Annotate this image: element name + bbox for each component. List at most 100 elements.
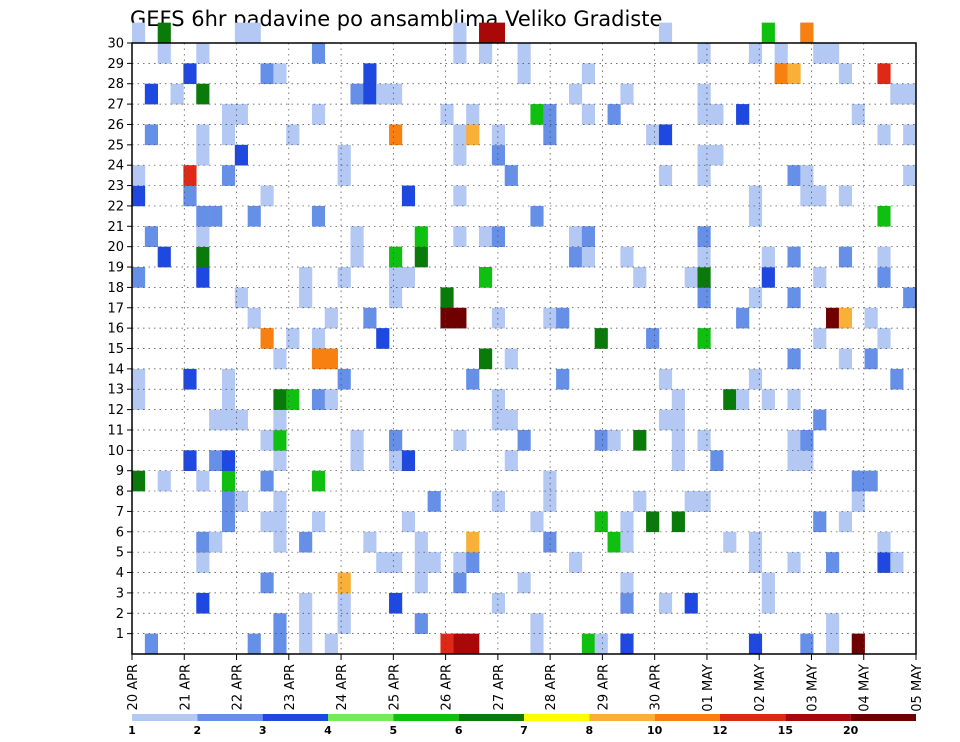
- precip-cell: [877, 531, 891, 553]
- precip-cell: [556, 307, 570, 329]
- precip-cell: [453, 226, 467, 247]
- precip-cell: [389, 450, 403, 471]
- precip-cell: [543, 470, 557, 492]
- y-tick-label: 4: [116, 566, 124, 581]
- precip-cell: [556, 368, 570, 390]
- precip-cell: [594, 429, 608, 451]
- precip-cell: [311, 389, 326, 410]
- precip-cell: [736, 307, 750, 329]
- precip-cell: [787, 450, 801, 471]
- precip-cell: [658, 592, 673, 614]
- precip-cell: [337, 592, 351, 614]
- precip-cell: [504, 348, 518, 370]
- precip-cell: [414, 246, 428, 268]
- precip-cell: [247, 205, 261, 227]
- precip-cell: [453, 22, 467, 44]
- precip-cell: [697, 267, 711, 288]
- precip-cell: [427, 552, 441, 573]
- colorbar-swatch: [720, 714, 786, 721]
- precip-cell: [196, 552, 210, 573]
- precip-cell: [671, 389, 685, 410]
- precip-cell: [658, 22, 673, 44]
- precip-cell: [646, 124, 660, 146]
- precip-cell: [517, 429, 531, 451]
- precip-cell: [440, 307, 454, 329]
- precip-cell: [838, 246, 853, 268]
- precip-cell: [620, 572, 634, 594]
- precip-cell: [196, 470, 210, 492]
- precip-cell: [183, 368, 197, 390]
- precip-cell: [157, 22, 171, 44]
- precip-cell: [774, 43, 788, 64]
- precip-cell: [671, 409, 685, 431]
- precip-cell: [684, 267, 698, 288]
- y-tick-label: 20: [107, 240, 124, 255]
- precip-cell: [697, 491, 711, 512]
- cells-layer: [132, 22, 917, 655]
- precip-cell: [401, 185, 416, 207]
- precip-cell: [221, 389, 236, 410]
- precip-cell: [311, 205, 326, 227]
- precip-cell: [389, 552, 403, 573]
- precip-cell: [376, 552, 390, 573]
- precip-cell: [903, 287, 917, 309]
- precip-cell: [890, 83, 904, 105]
- precip-cell: [697, 83, 711, 105]
- precip-cell: [646, 328, 660, 349]
- precip-cell: [311, 328, 326, 349]
- precip-cell: [221, 124, 236, 146]
- colorbar-label: 4: [324, 724, 332, 737]
- precip-cell: [736, 389, 750, 410]
- precip-cell: [491, 22, 506, 44]
- y-tick-label: 2: [116, 607, 124, 622]
- precip-cell: [530, 104, 544, 125]
- y-tick-label: 3: [116, 586, 124, 601]
- precip-cell: [363, 531, 377, 553]
- precip-cell: [620, 633, 634, 655]
- precip-cell: [813, 328, 827, 349]
- y-tick-label: 6: [116, 525, 124, 540]
- precip-cell: [453, 144, 467, 166]
- precip-cell: [324, 307, 338, 329]
- precip-cell: [363, 307, 377, 329]
- precip-cell: [247, 307, 261, 329]
- precip-cell: [273, 409, 287, 431]
- precip-cell: [401, 450, 416, 471]
- precip-cell: [903, 83, 917, 105]
- precip-cell: [761, 572, 775, 594]
- precip-cell: [260, 470, 274, 492]
- precip-cell: [453, 43, 467, 64]
- precip-cell: [273, 613, 287, 634]
- precip-cell: [748, 531, 763, 553]
- precip-cell: [568, 552, 583, 573]
- x-tick-label: 03 MAY: [805, 664, 820, 712]
- precip-cell: [196, 592, 210, 614]
- precip-cell: [684, 491, 698, 512]
- precip-cell: [877, 63, 891, 85]
- precip-cell: [543, 124, 557, 146]
- precip-cell: [491, 144, 506, 166]
- precip-cell: [594, 633, 608, 655]
- precip-cell: [273, 531, 287, 553]
- precip-cell: [813, 43, 827, 64]
- precip-cell: [658, 368, 673, 390]
- precip-cell: [543, 491, 557, 512]
- precip-cell: [838, 307, 853, 329]
- precip-cell: [748, 185, 763, 207]
- precip-cell: [221, 450, 236, 471]
- y-tick-label: 15: [107, 342, 124, 357]
- y-tick-label: 10: [107, 444, 124, 459]
- precip-cell: [273, 491, 287, 512]
- y-tick-label: 21: [107, 220, 124, 235]
- precip-cell: [234, 287, 248, 309]
- precip-cell: [800, 450, 814, 471]
- precip-cell: [337, 144, 351, 166]
- precip-cell: [748, 552, 763, 573]
- precip-cell: [221, 470, 236, 492]
- precip-cell: [132, 185, 146, 207]
- x-tick-label: 04 MAY: [858, 664, 873, 712]
- x-tick-label: 25 APR: [387, 664, 402, 710]
- colorbar-swatch: [393, 714, 459, 721]
- precip-cell: [273, 63, 287, 85]
- precip-cell: [813, 511, 827, 533]
